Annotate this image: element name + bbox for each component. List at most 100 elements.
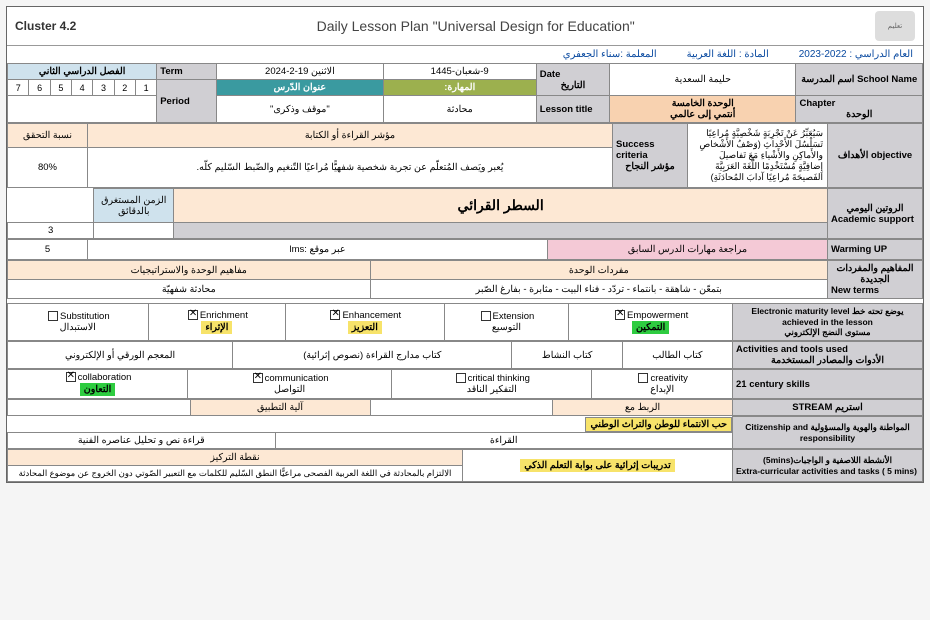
- n2: 2: [114, 80, 135, 96]
- academic-table: الروتين اليومي Academic support السطر ال…: [7, 188, 923, 239]
- newterms-table: المفاهيم والمفردات الجديدة New terms مفر…: [7, 260, 923, 299]
- logo: تعليم: [875, 11, 915, 41]
- obj-txt: سَيُعَبِّرُ عَنْ تَجْرِبَةٍ شَخْصِيَّةٍ …: [688, 124, 828, 188]
- sk1: critical thinkingالتفكير الناقد: [392, 370, 592, 399]
- school-lbl-en: School Name: [857, 74, 917, 85]
- stream-ar: استريم: [835, 402, 863, 413]
- tools-ar: الأدوات والمصادر المستخدمة: [736, 355, 919, 366]
- lesson-plan-page: تعليم Daily Lesson Plan "Universal Desig…: [6, 6, 924, 483]
- succ-en: Success criteria: [616, 139, 684, 161]
- doc-title: Daily Lesson Plan "Universal Design for …: [317, 18, 635, 34]
- maturity-table: يوضع تحته خط Electronic maturity level a…: [7, 303, 923, 341]
- lesson-lbl: Lesson title: [536, 96, 609, 123]
- date-ar: التاريخ: [540, 80, 606, 91]
- term-val: الفصل الدراسي الثاني: [8, 64, 157, 80]
- acad-val: السطر القرائي: [174, 189, 828, 223]
- period-lbl: Period: [157, 80, 217, 123]
- chapter-en: Chapter: [799, 98, 919, 109]
- lms: عبر موقع :lms: [88, 240, 548, 260]
- mat-c0: Empowermentالتمكين: [569, 304, 733, 341]
- lesson-title-val: "موقف وذكرى": [217, 96, 383, 123]
- ex-en: Extra-curricular activities and tasks ( …: [736, 466, 919, 476]
- warming-table: Warming UP مراجعة مهارات الدرس السابق عب…: [7, 239, 923, 260]
- sk3: collaborationالتعاون: [8, 370, 188, 399]
- lesson-title-lbl: عنوان الدّرس: [217, 80, 383, 96]
- ex-c2: نقطة التركيز: [8, 449, 463, 465]
- n4: 4: [72, 80, 93, 96]
- obj-en: objective: [871, 150, 912, 161]
- extra-table: الأنشطة اللاصفية و الواجبات(5mins) Extra…: [7, 449, 923, 482]
- skill-val: محادثة: [383, 96, 536, 123]
- tools-c2: كتاب النشاط: [512, 342, 622, 369]
- mat-c2: Enhancementالتعزيز: [286, 304, 444, 341]
- time-l1: الزمن المستغرق: [97, 195, 170, 206]
- mat-c3: Enrichmentالإثراء: [148, 304, 285, 341]
- citizen-table: المواطنة والهوية والمسؤولية Citizenship …: [7, 416, 923, 449]
- acad-en: Academic support: [831, 214, 919, 225]
- tools-en: Activities and tools used: [736, 344, 919, 355]
- tools-table: Activities and tools used الأدوات والمصا…: [7, 341, 923, 369]
- term-lbl: Term: [157, 64, 217, 80]
- cluster-label: Cluster 4.2: [15, 19, 76, 33]
- nt-h1: مفردات الوحدة: [370, 261, 828, 280]
- ex-ar: الأنشطة اللاصفية و الواجبات(5mins): [736, 455, 919, 466]
- mat-ar1: يوضع تحته خط: [852, 306, 904, 316]
- warm-time: 5: [8, 240, 88, 260]
- verify-val: 80%: [8, 148, 88, 188]
- new-ar: المفاهيم والمفردات الجديدة: [831, 263, 919, 285]
- warm-txt: مراجعة مهارات الدرس السابق: [548, 240, 828, 260]
- meta-year: العام الدراسي : 2022-2023: [799, 49, 913, 60]
- cit-top: حب الانتماء للوطن والتراث الوطني: [585, 417, 732, 432]
- indic-lbl: مؤشر القراءة أو الكتابة: [88, 124, 613, 148]
- objective-table: objective الأهداف سَيُعَبِّرُ عَنْ تَجْر…: [7, 123, 923, 188]
- cit-ar: المواطنة والهوية والمسؤولية: [810, 422, 909, 432]
- date-lbl: Date: [540, 69, 606, 80]
- date-hijri: 9-شعبان-1445: [383, 64, 536, 80]
- succ-ar: مؤشر النجاح: [616, 161, 684, 172]
- skills-table: 21 century skills creativityالإبداع crit…: [7, 369, 923, 399]
- acad-ar: الروتين اليومي: [831, 203, 919, 214]
- n1: 1: [135, 80, 156, 96]
- tools-c4: المعجم الورقي أو الإلكتروني: [8, 342, 233, 369]
- date-greg: الاثنين 19-2-2024: [217, 64, 383, 80]
- meta-subject: المادة : اللغة العربية: [687, 49, 769, 60]
- stream-table: استريم STREAM الربط مع آلية التطبيق: [7, 399, 923, 416]
- chapter-ar: الوحدة: [799, 109, 919, 120]
- meta-row: العام الدراسي : 2022-2023 المادة : اللغة…: [7, 46, 923, 63]
- school-lbl-ar: اسم المدرسة: [801, 74, 854, 85]
- n7: 7: [8, 80, 29, 96]
- n5: 5: [50, 80, 71, 96]
- sk2: communicationالتواصل: [188, 370, 392, 399]
- new-en: New terms: [831, 285, 919, 296]
- n6: 6: [29, 80, 50, 96]
- sk-lbl: 21 century skills: [733, 370, 923, 399]
- tools-c1: كتاب الطالب: [622, 342, 732, 369]
- header-table: School Name اسم المدرسة حليمة السعدية Da…: [7, 63, 923, 123]
- meta-teacher: المعلمة :سناء الجعفري: [563, 49, 657, 60]
- time-l2: بالدقائق: [97, 206, 170, 217]
- ex-c3: الالتزام بالمحادثة في اللغة العربية الفص…: [8, 465, 463, 481]
- mat-ar2: مستوى النضج الإلكتروني: [736, 327, 919, 338]
- cit-c2: قراءة نص و تحليل عناصره الفنية: [8, 432, 276, 448]
- tools-c3: كتاب مدارج القراءة (نصوص إثرائية): [233, 342, 512, 369]
- nt-v1: بتمعّن - شاهقة - بانتماء - تردّد - فناء …: [370, 280, 828, 299]
- warm-en: Warming UP: [828, 240, 923, 260]
- time-val: 3: [8, 223, 94, 239]
- mat-c1: Extensionالتوسيع: [444, 304, 569, 341]
- mat-c4: Substitutionالاستبدال: [8, 304, 149, 341]
- cit-c1: القراءة: [275, 432, 733, 448]
- n3: 3: [93, 80, 114, 96]
- chapter-v1: الوحدة الخامسة: [613, 98, 792, 109]
- sk0: creativityالإبداع: [592, 370, 733, 399]
- stream-c2: آلية التطبيق: [190, 400, 370, 416]
- page-header: تعليم Daily Lesson Plan "Universal Desig…: [7, 7, 923, 46]
- verify-lbl: نسبة التحقق: [8, 124, 88, 148]
- nt-v2: محادثة شفهيّة: [8, 280, 371, 299]
- indic-txt: يُعبر ويَصف المُتعلّم عن تجربة شخصية شفه…: [88, 148, 613, 188]
- obj-ar: الأهداف: [838, 150, 869, 161]
- chapter-v2: أنتمي إلى عالمي: [613, 109, 792, 120]
- stream-en: STREAM: [792, 402, 832, 413]
- ex-c1: تدريبات إثرائية على بوابة التعلم الذكي: [520, 459, 675, 472]
- skill-lbl: المهارة:: [383, 80, 536, 96]
- nt-h2: مفاهيم الوحدة والاستراتيجيات: [8, 261, 371, 280]
